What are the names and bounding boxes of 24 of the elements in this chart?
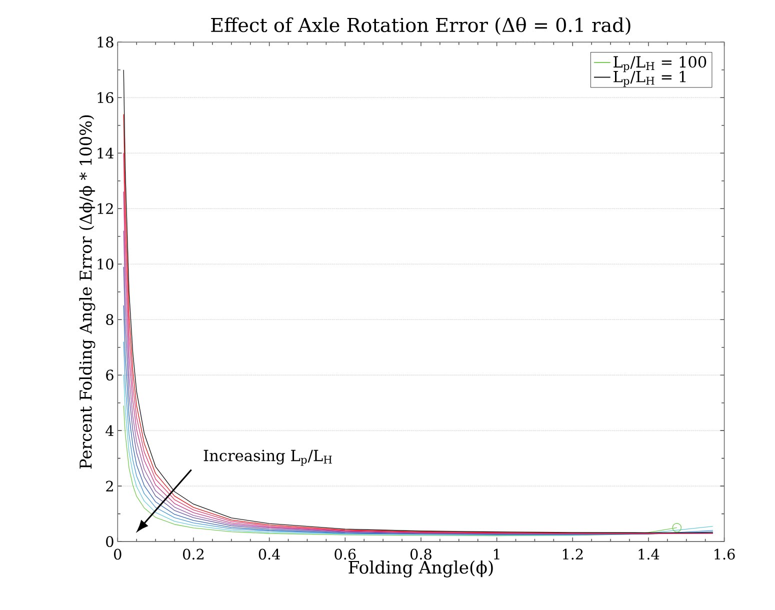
y-tick-label: 12 [98,203,113,214]
x-tick-label: 1 [494,548,500,560]
legend-label: L$_{p}$/L$_{H}$ = 100 [614,56,706,72]
y-tick-label: 14 [98,148,114,158]
y-axis-title: Percent Folding Angle Error (Δϕ/ϕ * 100%) [79,115,96,468]
y-tick-label: 2 [106,480,113,492]
x-tick-label: 0.4 [258,548,280,560]
y-tick-label: 0 [106,536,114,547]
x-tick-label: 1.4 [638,548,660,560]
y-tick-label: 18 [98,36,114,48]
y-tick-label: 10 [98,258,114,270]
x-tick-label: 1.6 [714,548,735,560]
x-tick-label: 0.8 [410,548,432,560]
x-tick-label: 1.2 [562,548,583,560]
x-axis-title: Folding Angle(ϕ) [348,560,493,578]
x-tick-label: 0.2 [183,548,204,560]
x-tick-label: 0.6 [334,548,356,560]
y-tick-label: 8 [106,314,114,325]
chart-title: Effect of Axle Rotation Error (Δθ = 0.1 rad) [211,16,630,35]
y-tick-label: 16 [98,92,114,103]
y-tick-label: 4 [106,425,114,436]
annotation: Increasing L$_{p}$/L$_{H}$ [204,450,332,466]
x-tick-label: 0 [114,548,122,560]
y-tick-label: 6 [106,369,114,380]
